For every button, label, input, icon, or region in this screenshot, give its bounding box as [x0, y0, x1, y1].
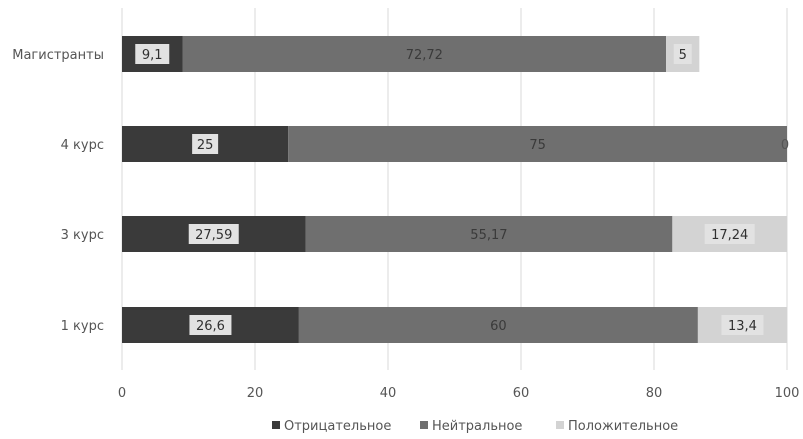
- data-label: 9,1: [142, 48, 163, 63]
- data-label: 13,4: [728, 319, 757, 334]
- legend-label: Отрицательное: [284, 419, 391, 434]
- x-tick-label: 20: [247, 386, 264, 401]
- category-label: Магистранты: [12, 48, 104, 63]
- data-label: 60: [490, 319, 507, 334]
- data-label-box: [704, 224, 755, 244]
- data-label-box: [192, 134, 219, 154]
- legend-label: Положительное: [568, 419, 678, 434]
- data-label: 72,72: [406, 48, 443, 63]
- data-label-box: [673, 44, 692, 64]
- data-label: 26,6: [196, 319, 225, 334]
- data-label: 17,24: [711, 228, 748, 243]
- x-tick-label: 0: [118, 386, 126, 401]
- bar-segment: [298, 307, 698, 343]
- category-label: 3 курс: [61, 228, 104, 243]
- legend-label: Нейтральное: [432, 419, 522, 434]
- data-label: 25: [197, 138, 214, 153]
- x-tick-label: 100: [775, 386, 800, 401]
- data-label: 5: [679, 48, 687, 63]
- data-label-box: [188, 224, 239, 244]
- bar-segment: [182, 36, 667, 72]
- bar-segment: [305, 216, 673, 252]
- data-label-box: [135, 44, 170, 64]
- legend-swatch: [556, 421, 564, 429]
- data-label-box: [721, 315, 764, 335]
- data-label-box: [189, 315, 232, 335]
- data-label: 0: [781, 138, 789, 153]
- x-tick-label: 60: [513, 386, 530, 401]
- x-tick-label: 40: [380, 386, 397, 401]
- category-label: 4 курс: [61, 138, 104, 153]
- data-label: 55,17: [470, 228, 507, 243]
- bar-segment: [288, 126, 787, 162]
- x-tick-label: 80: [646, 386, 663, 401]
- legend-swatch: [420, 421, 428, 429]
- category-label: 1 курс: [61, 319, 104, 334]
- data-label: 27,59: [195, 228, 232, 243]
- legend-swatch: [272, 421, 280, 429]
- data-label: 75: [529, 138, 546, 153]
